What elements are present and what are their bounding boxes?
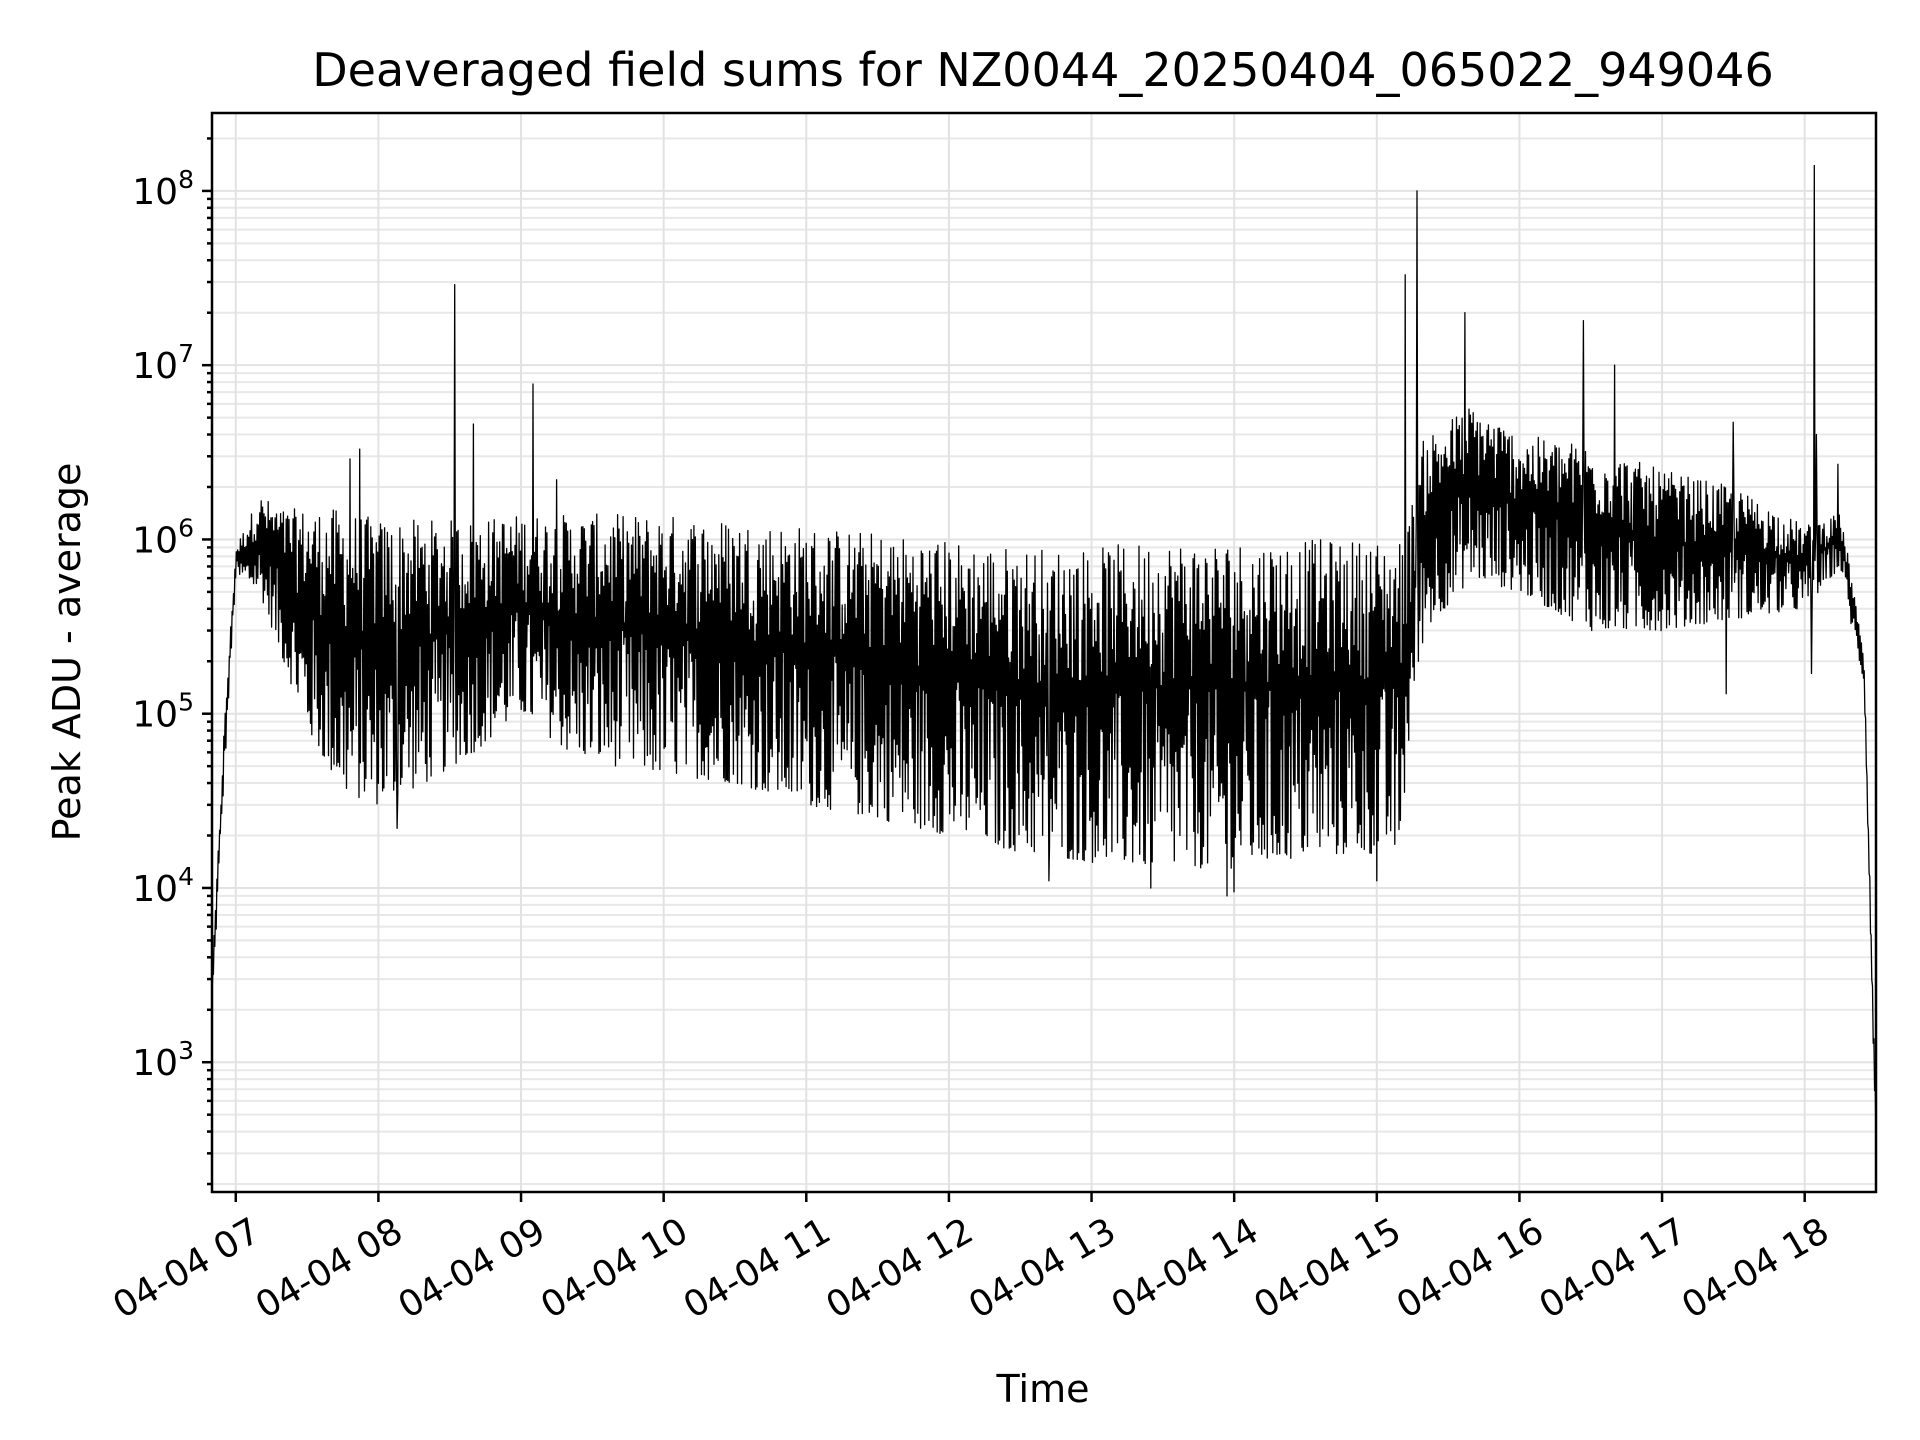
x-tick-label: 04-04 11 — [677, 1210, 838, 1326]
y-tick-label: 104 — [132, 862, 194, 910]
y-tick-label: 106 — [132, 513, 194, 561]
x-tick-label: 04-04 16 — [1390, 1210, 1551, 1326]
series-layer — [211, 164, 1877, 1138]
y-tick-label: 108 — [132, 165, 194, 213]
x-tick-label: 04-04 17 — [1533, 1210, 1694, 1326]
x-tick-label: 04-04 10 — [534, 1210, 695, 1326]
x-tick-label: 04-04 14 — [1105, 1210, 1266, 1326]
x-tick-label: 04-04 07 — [106, 1210, 267, 1326]
x-tick-label: 04-04 18 — [1675, 1210, 1836, 1326]
y-tick-label: 103 — [132, 1036, 194, 1084]
x-tick-label: 04-04 13 — [962, 1210, 1123, 1326]
x-tick-label: 04-04 15 — [1247, 1210, 1408, 1326]
y-tick-label: 107 — [132, 339, 194, 387]
chart-title: Deaveraged field sums for NZ0044_2025040… — [312, 43, 1773, 97]
y-axis: 103 104 105 106 107 108 — [132, 137, 212, 1186]
series-line — [211, 164, 1877, 1138]
plot-frame — [210, 111, 1878, 1194]
x-axis-label: Time — [996, 1367, 1090, 1411]
x-tick-label: 04-04 08 — [249, 1210, 410, 1326]
y-tick-label: 105 — [132, 688, 194, 736]
x-tick-label: 04-04 12 — [820, 1210, 981, 1326]
x-tick-label: 04-04 09 — [392, 1210, 553, 1326]
y-axis-label: Peak ADU - average — [45, 463, 89, 842]
